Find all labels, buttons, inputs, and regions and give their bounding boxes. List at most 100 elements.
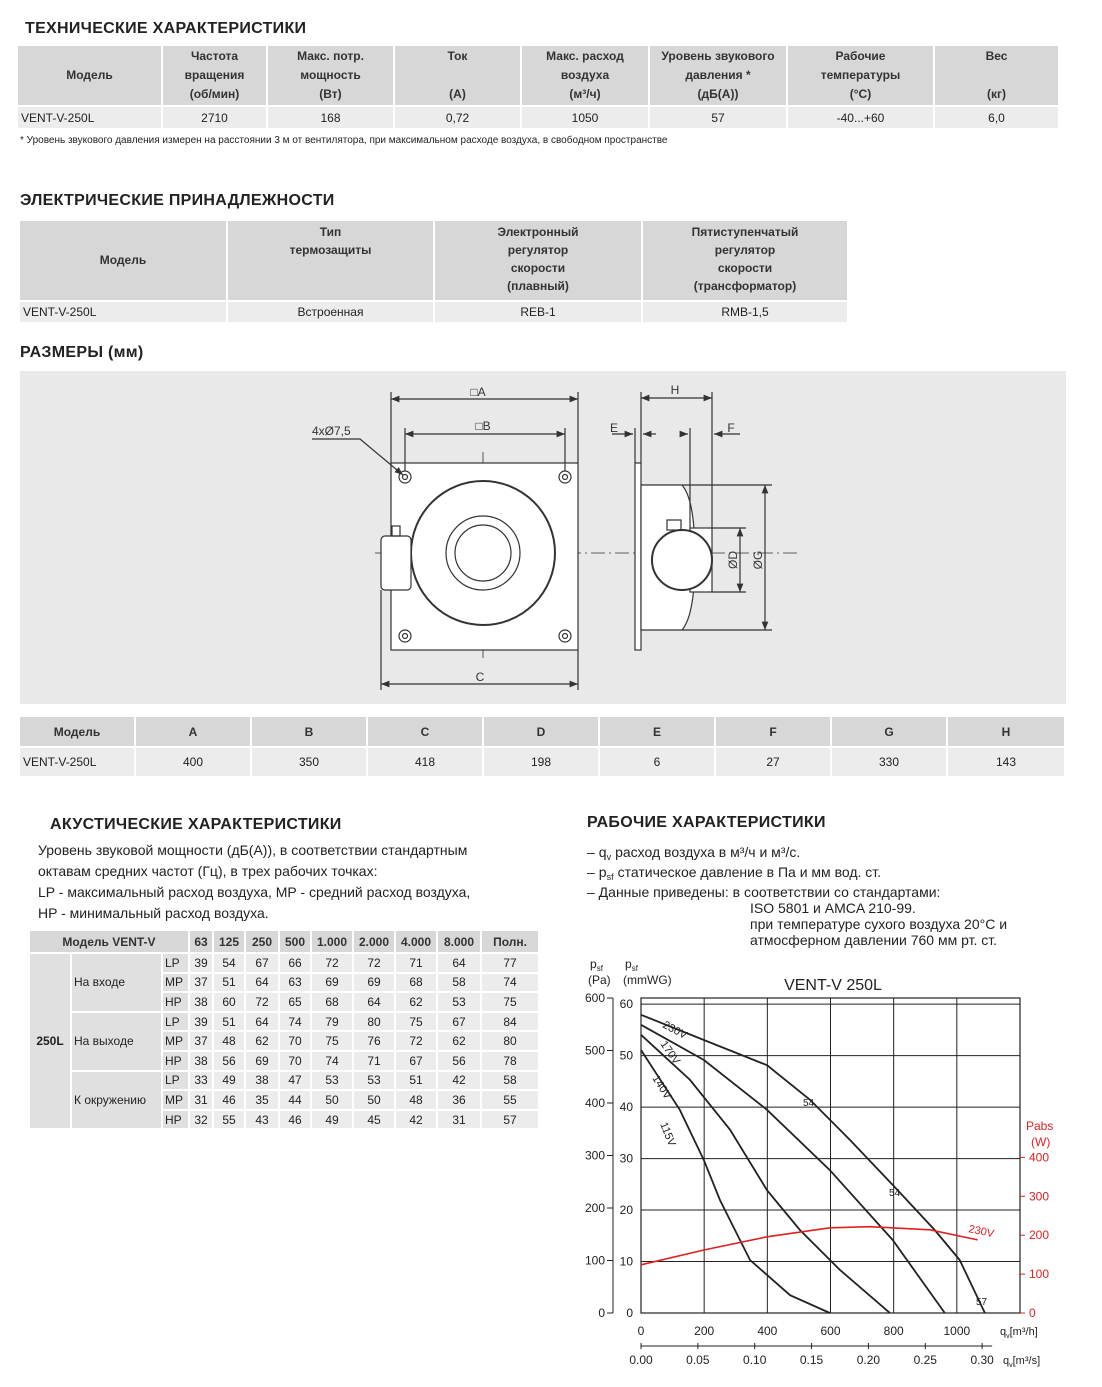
mode-cell: HP xyxy=(163,1110,188,1129)
label: – qv расход воздуха в м³/ч и м³/с. xyxy=(587,844,800,862)
table-cell: 37 xyxy=(190,1032,212,1050)
note-line: ISO 5801 и AMCA 210-99. xyxy=(750,900,916,916)
table-cell: 76 xyxy=(354,1032,394,1050)
table-cell: 67 xyxy=(438,1012,480,1031)
y-mm-tick-label: 50 xyxy=(620,1049,634,1063)
table-cell: 0,72 xyxy=(395,107,520,128)
column-header: Частота вращения (об/мин) xyxy=(163,46,266,105)
table-row: MP 31 46 35 44 50 50 48 36 55 xyxy=(30,1091,538,1109)
column-header: Пятиступенчатый регулятор скорости (трансфо… xyxy=(643,221,847,300)
table-cell: 35 xyxy=(246,1091,278,1109)
dims-table: Модель A B C D E F G H VENT-V-250L 400 350 418 198 6 27… xyxy=(18,715,1066,778)
column-header: Модель xyxy=(20,221,226,300)
curve-label: 230V xyxy=(967,1223,995,1240)
table-cell: 38 xyxy=(190,1051,212,1070)
dim-label: 4xØ7,5 xyxy=(312,424,351,438)
table-cell: 71 xyxy=(354,1051,394,1070)
line-text: статическое давление в Па и мм вод. ст. xyxy=(618,864,881,880)
table-cell: 58 xyxy=(482,1071,538,1090)
table-cell: 56 xyxy=(438,1051,480,1070)
model-cell: 250L xyxy=(30,954,70,1129)
axis-unit: (Pa) xyxy=(588,973,611,987)
table-cell: 77 xyxy=(482,954,538,972)
line-text: расход воздуха в м³/ч и м³/с. xyxy=(615,844,800,860)
table-cell: VENT-V-250L xyxy=(20,302,226,322)
table-cell: Встроенная xyxy=(228,302,433,322)
table-row: Модель VENT-V 63 125 250 500 1.000 2.000 4.000 8… xyxy=(30,931,538,952)
table-cell: 69 xyxy=(246,1051,278,1070)
column-header: 63 xyxy=(190,931,212,952)
description-line: октавам средних частот (Гц), в трех рабо… xyxy=(38,863,378,879)
y-tick-label: 500 xyxy=(585,1044,605,1058)
header-line: Рабочие xyxy=(835,49,886,63)
table-row: VENT-V-250L 2710 168 0,72 1050 57 -40...+60 6,0 xyxy=(18,107,1058,128)
y2-label: Pabs xyxy=(1026,1119,1053,1133)
side-view xyxy=(612,392,772,651)
column-header: 2.000 xyxy=(354,931,394,952)
section-title: РАЗМЕРЫ (мм) xyxy=(20,344,144,361)
table-cell: 418 xyxy=(368,748,482,776)
table-cell: 168 xyxy=(268,107,393,128)
table-cell: 44 xyxy=(280,1091,310,1109)
x2-tick-label: 0.00 xyxy=(629,1353,653,1367)
table-cell: 80 xyxy=(482,1032,538,1050)
unit: [m³/s] xyxy=(1013,1355,1041,1367)
table-cell: 72 xyxy=(312,954,352,972)
note-line: – Данные приведены: в соответствии со ст… xyxy=(587,884,940,900)
table-cell: 48 xyxy=(396,1091,436,1109)
table-cell: VENT-V-250L xyxy=(20,748,134,776)
table-cell: 39 xyxy=(190,1012,212,1031)
mode-cell: MP xyxy=(163,1091,188,1109)
column-header: G xyxy=(832,717,946,746)
y-tick-label: 400 xyxy=(585,1096,605,1110)
column-header: 8.000 xyxy=(438,931,480,952)
dim-label: □A xyxy=(470,385,485,399)
column-header: Вес (кг) xyxy=(935,46,1058,105)
subscript: v xyxy=(1009,1362,1013,1369)
y-tick-label: 200 xyxy=(585,1201,605,1215)
header-stack: Уровень звукового давления * (дБ(А)) xyxy=(653,48,783,103)
symbol: q xyxy=(1000,1326,1006,1338)
table-cell: 62 xyxy=(246,1032,278,1050)
footnote: * Уровень звукового давления измерен на … xyxy=(20,135,668,146)
table-cell: VENT-V-250L xyxy=(18,107,161,128)
table-cell: 72 xyxy=(246,993,278,1011)
header-line: скорости xyxy=(717,261,773,275)
column-header: Уровень звукового давления * (дБ(А)) xyxy=(650,46,786,105)
header-line: (дБ(А)) xyxy=(697,87,739,101)
table-cell: 39 xyxy=(190,954,212,972)
table-cell: 64 xyxy=(438,954,480,972)
label: psf xyxy=(590,957,604,973)
group-cell: К окружению xyxy=(72,1071,161,1129)
label: qv[m³/h] xyxy=(1000,1326,1038,1340)
column-header: E xyxy=(600,717,714,746)
table-cell: 6,0 xyxy=(935,107,1058,128)
header-line: Макс. потр. xyxy=(297,49,364,63)
y2-tick-label: 100 xyxy=(1029,1267,1049,1281)
dim-label: ØD xyxy=(726,551,740,569)
table-cell: 58 xyxy=(438,973,480,992)
table-cell: 56 xyxy=(214,1051,244,1070)
note-line: атмосферном давлении 760 мм рт. ст. xyxy=(750,932,997,948)
performance-chart: – qv расход воздуха в м³/ч и м³/с.– psf стат… xyxy=(585,844,1053,1369)
table-cell: 51 xyxy=(396,1071,436,1090)
header-line: Ток xyxy=(447,49,468,63)
description-line: Уровень звуковой мощности (дБ(А)), в соо… xyxy=(38,842,468,858)
label: qv[m³/s] xyxy=(1003,1355,1040,1369)
y-tick-label: 300 xyxy=(585,1149,605,1163)
unit: [m³/h] xyxy=(1010,1326,1038,1338)
subscript: v xyxy=(607,852,612,862)
header-stack: Тип термозащиты xyxy=(231,223,430,298)
x-tick-label: 800 xyxy=(884,1324,904,1338)
y-mm-tick-label: 0 xyxy=(626,1306,633,1320)
table-cell: 53 xyxy=(354,1071,394,1090)
table-cell: 67 xyxy=(246,954,278,972)
table-cell: 50 xyxy=(354,1091,394,1109)
table-cell: 55 xyxy=(482,1091,538,1109)
column-header: 500 xyxy=(280,931,310,952)
table-row: VENT-V-250L 400 350 418 198 6 27 330 143 xyxy=(20,748,1064,776)
description-line: HP - минимальный расход воздуха. xyxy=(38,905,269,921)
header-line: регулятор xyxy=(714,243,776,257)
column-header: Макс. потр. мощность (Вт) xyxy=(268,46,393,105)
table-cell: 27 xyxy=(716,748,830,776)
